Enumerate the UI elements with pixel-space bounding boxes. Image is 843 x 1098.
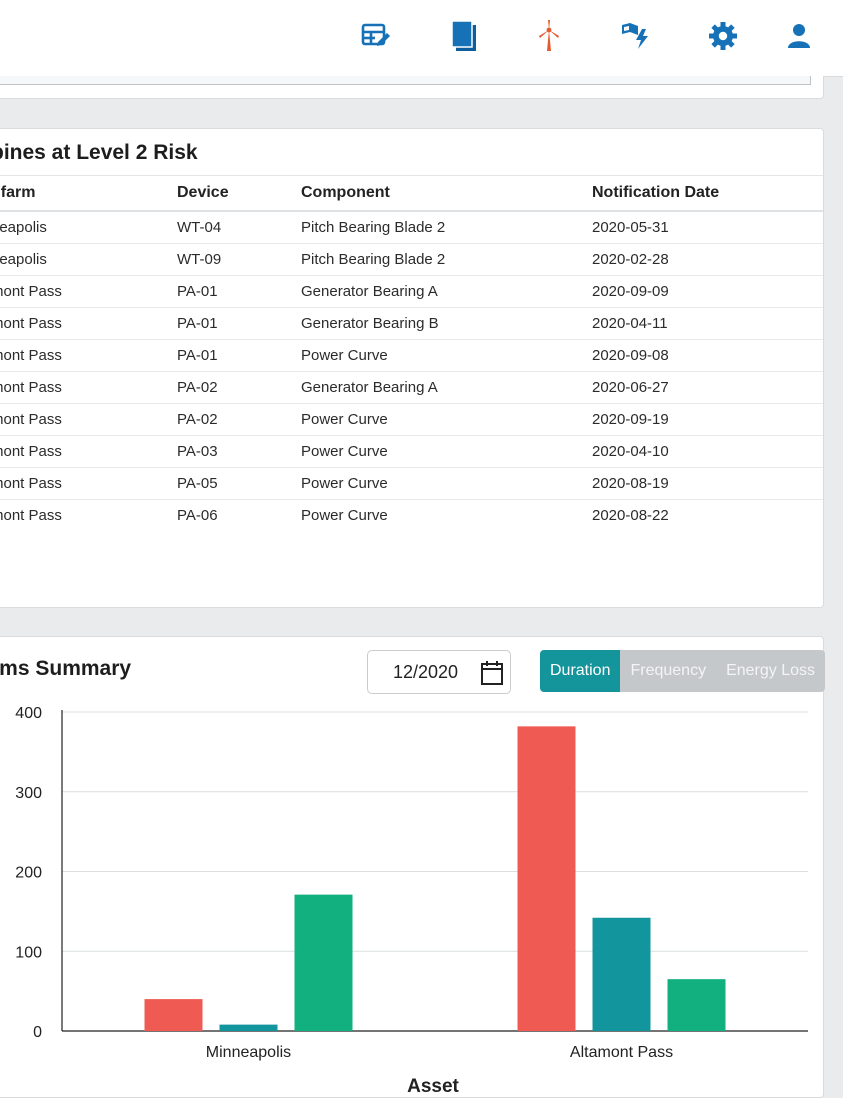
windfarm-cell: mont Pass (0, 339, 177, 372)
date-input-value: 12/2020 (393, 662, 459, 682)
top-navigation-bar (0, 0, 843, 77)
device-cell: WT-09 (177, 243, 301, 276)
windfarm-cell: neapolis (0, 211, 177, 244)
component-cell: Power Curve (301, 467, 592, 500)
component-cell: Generator Bearing A (301, 275, 592, 308)
x-tick-label: Altamont Pass (570, 1044, 673, 1061)
column-header-device[interactable]: Device (177, 175, 301, 212)
bar (219, 1024, 278, 1031)
windfarm-cell: mont Pass (0, 435, 177, 468)
windfarm-cell: neapolis (0, 243, 177, 276)
device-cell: PA-02 (177, 403, 301, 436)
table-row[interactable]: mont Pass PA-03 Power Curve 2020-04-10 (0, 435, 823, 468)
windfarm-cell: mont Pass (0, 507, 62, 524)
calendar-icon[interactable] (480, 660, 504, 691)
alarms-card-title: rms Summary (0, 657, 132, 680)
component-cell: Generator Bearing B (301, 307, 592, 340)
table-row[interactable]: mont Pass PA-05 Power Curve 2020-08-19 (0, 467, 823, 500)
user-icon[interactable] (783, 18, 815, 54)
component-cell: Power Curve (301, 435, 592, 468)
device-cell: PA-05 (177, 467, 301, 500)
wind-turbine-icon[interactable] (533, 18, 565, 54)
component-cell: Generator Bearing A (301, 371, 592, 404)
date-cell: 2020-02-28 (592, 243, 823, 276)
bar (667, 979, 726, 1031)
risk-table: dfarm Device Component Notification Date… (0, 175, 823, 531)
device-cell: PA-01 (177, 307, 301, 340)
metric-toggle-group: Duration Frequency Energy Loss (540, 650, 826, 692)
component-cell: Pitch Bearing Blade 2 (301, 211, 592, 244)
table-row[interactable]: neapolis WT-09 Pitch Bearing Blade 2 202… (0, 243, 823, 276)
alarms-summary-card: rms Summary 12/2020 Duration Frequency E… (0, 636, 826, 1098)
device-cell: PA-02 (177, 371, 301, 404)
energy-loss-toggle-button[interactable]: Energy Loss (716, 650, 826, 692)
column-header-windfarm[interactable]: dfarm (0, 175, 177, 212)
table-edit-icon[interactable] (360, 18, 392, 54)
table-header-row: dfarm Device Component Notification Date (0, 175, 823, 212)
date-cell: 2020-06-27 (592, 371, 823, 404)
level-2-risk-card: bines at Level 2 Risk dfarm Device Compo… (0, 128, 824, 608)
table-row[interactable]: neapolis WT-04 Pitch Bearing Blade 2 202… (0, 211, 823, 244)
device-cell: PA-01 (177, 275, 301, 308)
device-cell: PA-01 (177, 339, 301, 372)
component-cell: Power Curve (301, 403, 592, 436)
risk-card-title: bines at Level 2 Risk (0, 141, 198, 164)
table-row[interactable]: mont Pass PA-02 Generator Bearing A 2020… (0, 371, 823, 404)
date-cell: 2020-08-22 (592, 507, 669, 524)
component-cell: Power Curve (301, 507, 388, 524)
component-cell: Pitch Bearing Blade 2 (301, 243, 592, 276)
y-tick-label: 0 (33, 1024, 42, 1041)
gear-icon[interactable] (707, 18, 739, 54)
component-cell: Power Curve (301, 339, 592, 372)
previous-card-bottom (0, 76, 824, 99)
date-cell: 2020-05-31 (592, 211, 823, 244)
bar (144, 999, 203, 1031)
device-cell: PA-03 (177, 435, 301, 468)
previous-card-scroll-area (0, 76, 811, 85)
alarms-bar-chart: 0 100 200 300 400 Minneapolis Altamont Pass Ass… (15, 705, 808, 1097)
date-cell: 2020-09-09 (592, 275, 823, 308)
column-header-component[interactable]: Component (301, 175, 592, 212)
device-cell: WT-04 (177, 211, 301, 244)
date-cell: 2020-04-10 (592, 435, 823, 468)
y-tick-label: 300 (15, 785, 42, 802)
date-cell: 2020-04-11 (592, 307, 823, 340)
device-cell: PA-06 (177, 507, 218, 524)
windfarm-cell: mont Pass (0, 403, 177, 436)
table-row[interactable]: mont Pass PA-01 Generator Bearing B 2020… (0, 307, 823, 340)
date-cell: 2020-08-19 (592, 467, 823, 500)
date-cell: 2020-09-08 (592, 339, 823, 372)
map-bolt-icon[interactable] (620, 18, 652, 54)
x-axis-title: Asset (407, 1076, 459, 1097)
bar (517, 726, 576, 1031)
windfarm-cell: mont Pass (0, 275, 177, 308)
y-tick-label: 100 (15, 944, 42, 961)
windfarm-cell: mont Pass (0, 307, 177, 340)
month-date-input[interactable]: 12/2020 (367, 650, 511, 694)
y-tick-label: 200 (15, 865, 42, 882)
date-cell: 2020-09-19 (592, 403, 823, 436)
duration-toggle-button[interactable]: Duration (540, 650, 621, 692)
table-row[interactable]: mont Pass PA-01 Generator Bearing A 2020… (0, 275, 823, 308)
bar (592, 917, 651, 1031)
frequency-toggle-button[interactable]: Frequency (620, 650, 717, 692)
windfarm-cell: mont Pass (0, 371, 177, 404)
bar (294, 894, 353, 1031)
column-header-notification-date[interactable]: Notification Date (592, 175, 823, 212)
x-tick-label: Minneapolis (206, 1044, 291, 1061)
documents-icon[interactable] (447, 18, 479, 54)
table-row[interactable]: mont Pass PA-01 Power Curve 2020-09-08 (0, 339, 823, 372)
windfarm-cell: mont Pass (0, 467, 177, 500)
table-row[interactable]: mont Pass PA-06 Power Curve 2020-08-22 (0, 500, 823, 532)
y-tick-label: 400 (15, 705, 42, 722)
table-row[interactable]: mont Pass PA-02 Power Curve 2020-09-19 (0, 403, 823, 436)
